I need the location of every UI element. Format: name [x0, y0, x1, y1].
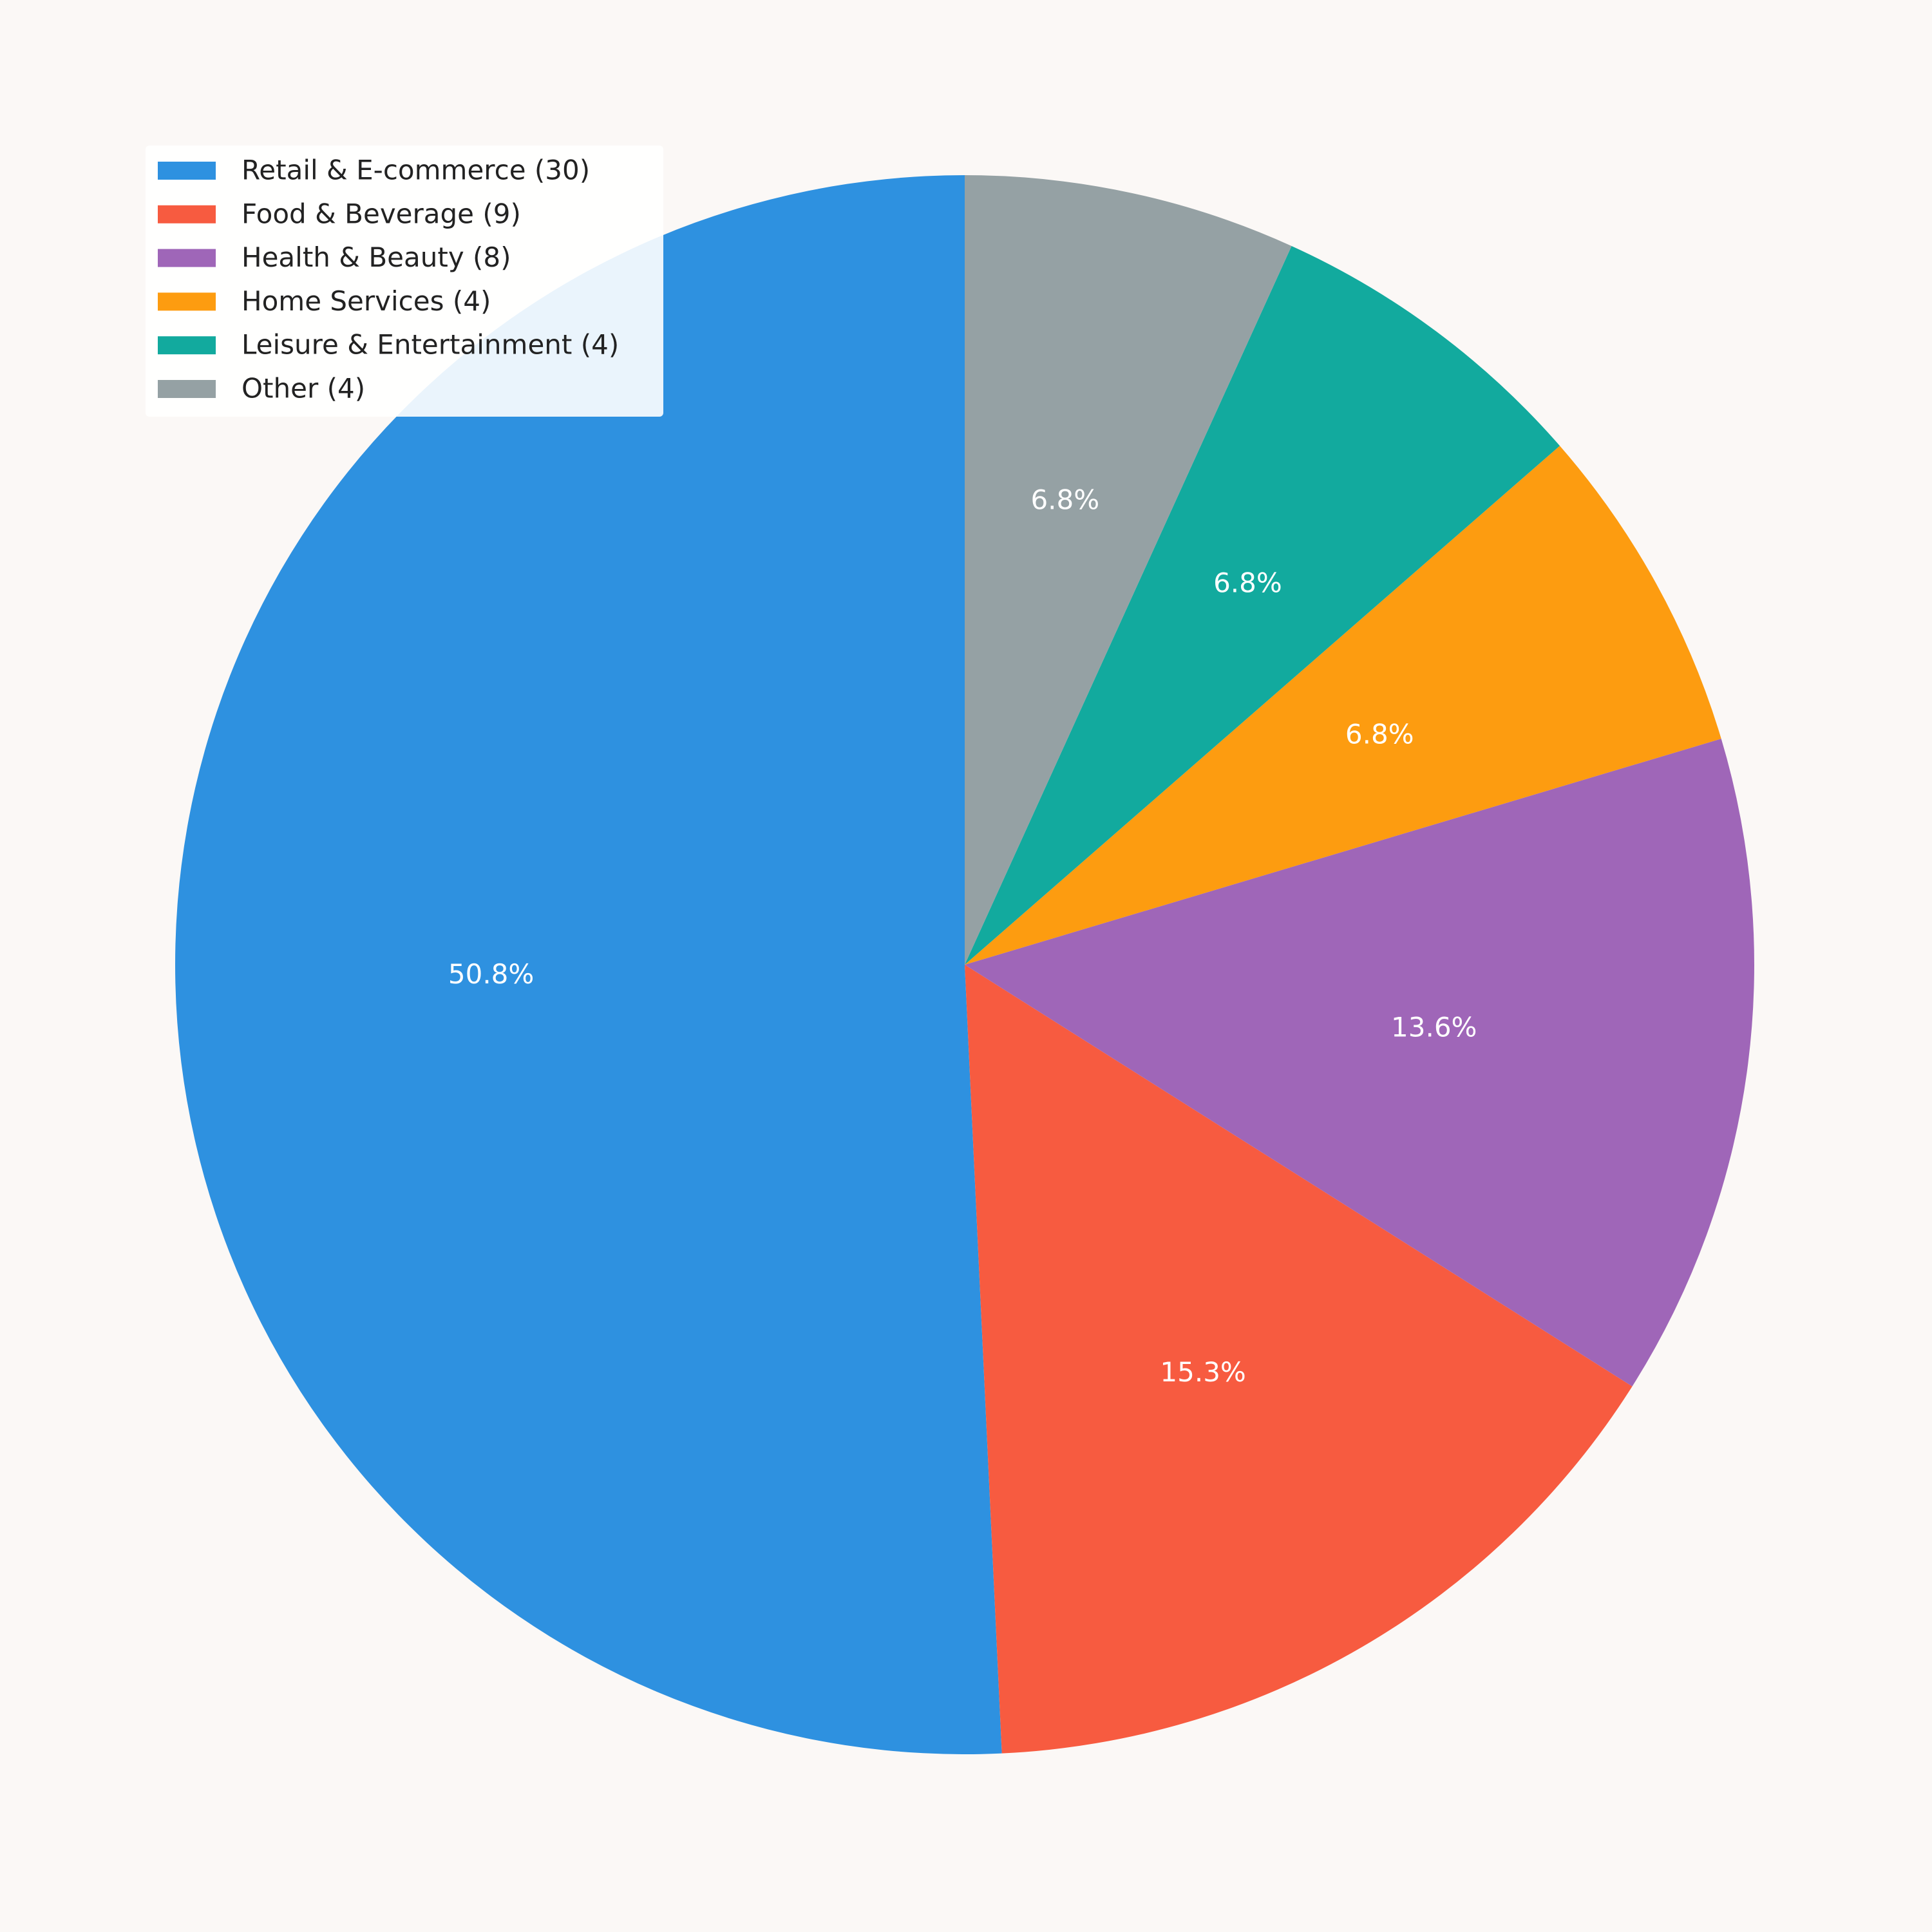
legend-swatch	[158, 162, 216, 180]
legend-box	[146, 146, 663, 417]
pie-slice	[965, 446, 1721, 965]
legend-label: Health & Beauty (8)	[242, 242, 511, 273]
legend-label: Leisure & Entertainment (4)	[242, 329, 619, 361]
legend-swatch	[158, 205, 216, 223]
slice-label: 6.8%	[1213, 567, 1282, 599]
pie-slice	[965, 739, 1754, 1387]
slice-label: 13.6%	[1391, 1012, 1477, 1043]
pie-slice	[965, 245, 1560, 965]
slice-label: 50.8%	[448, 958, 534, 990]
legend-label: Other (4)	[242, 373, 365, 404]
legend: Retail & E-commerce (30) Food & Beverage …	[146, 146, 663, 417]
legend-label: Food & Beverage (9)	[242, 198, 521, 229]
legend-swatch	[158, 292, 216, 311]
legend-swatch	[158, 336, 216, 355]
pie-slice	[965, 175, 1292, 965]
legend-label: Retail & E-commerce (30)	[242, 155, 590, 186]
slice-label: 6.8%	[1345, 718, 1414, 750]
legend-swatch	[158, 249, 216, 267]
legend-swatch	[158, 380, 216, 398]
pie-slice	[965, 965, 1633, 1754]
slice-label: 15.3%	[1160, 1356, 1245, 1388]
slice-label: 6.8%	[1030, 484, 1099, 516]
pie-slice	[175, 175, 1002, 1754]
legend-label: Home Services (4)	[242, 285, 491, 317]
